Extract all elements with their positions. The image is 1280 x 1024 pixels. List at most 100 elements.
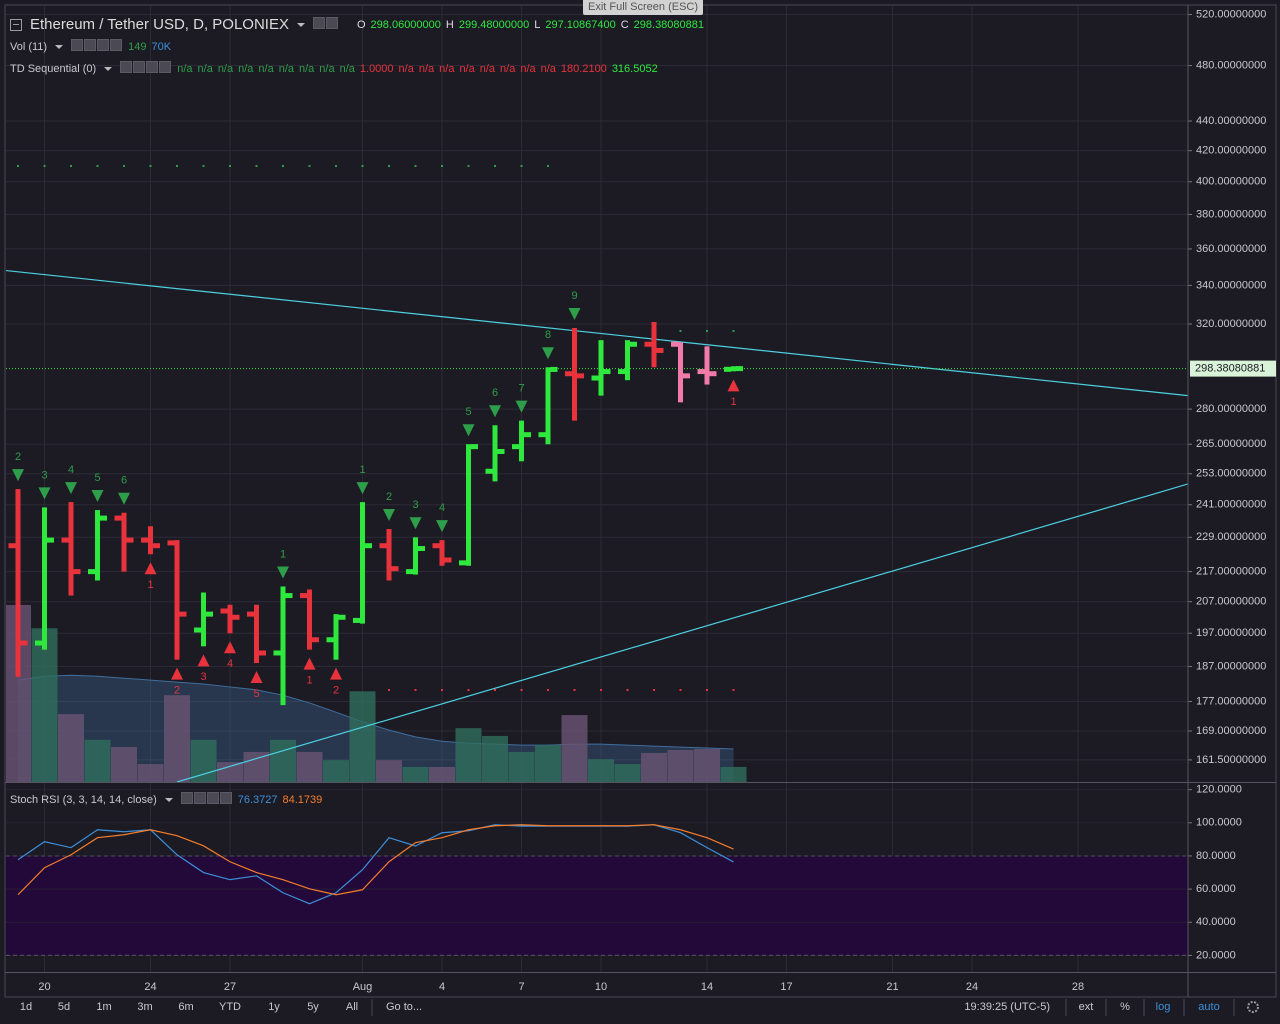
td-sell-count: 8 [545,329,551,341]
volume-bar [217,762,243,782]
bar-close [444,557,452,563]
bar-open [485,468,493,474]
icon[interactable] [180,792,193,804]
option-button[interactable]: auto [1198,1001,1219,1013]
td-buy-count: 1 [730,396,736,408]
icon[interactable] [84,39,97,51]
volume-bar [31,628,58,782]
dropdown[interactable] [296,22,305,27]
bar-close [232,614,240,620]
range-button[interactable]: All [346,1001,358,1013]
dropdown[interactable] [104,66,113,71]
bar-close [365,543,372,549]
td-buy-count: 2 [333,685,339,697]
icon[interactable] [193,792,206,804]
td-sell-marker [462,424,475,437]
td-sell-marker [383,509,395,522]
volume-bar [561,715,588,782]
range-button[interactable]: 6m [178,1001,193,1013]
option-button[interactable]: log [1156,1001,1171,1013]
range-button[interactable]: 3m [137,1001,152,1013]
legend-buttons [71,39,123,54]
volume-bar [429,766,455,782]
ohlc-value: 297.10867400 [545,18,616,31]
bar-open [644,341,652,347]
frame [4,4,1277,998]
volume-bar [535,745,561,782]
td-legend-value: n/a [398,62,414,75]
collapse-button[interactable] [10,18,22,31]
td-sell-count: 3 [41,469,47,481]
td-sell-count: 6 [121,475,127,487]
td-buy-marker [171,667,183,680]
icon[interactable] [120,61,133,73]
last-price-box [1190,360,1276,377]
td-legend-value: n/a [319,62,335,75]
icon[interactable] [71,39,84,51]
bar-open [88,569,95,575]
icon[interactable] [97,39,110,51]
settings-icon[interactable] [325,17,338,29]
icon[interactable] [219,792,232,804]
bar-close [179,611,187,617]
td-buy-count: 1 [147,579,153,591]
ohlc-value: 298.38080881 [633,18,705,31]
td-legend-value: n/a [540,62,556,75]
range-button[interactable]: 5y [307,1001,319,1013]
volume-bar [243,751,270,782]
td-buy-count: 4 [227,658,233,670]
volume-bar [349,691,376,782]
icon[interactable] [110,39,123,51]
bar-close [418,546,425,552]
bar-range [386,529,392,581]
td-legend-value: n/a [520,62,536,75]
goto-button[interactable]: Go to... [386,1001,422,1013]
icon[interactable] [206,792,219,804]
y-tick-label: 100.0000 [1196,817,1242,829]
bar-range [413,537,418,575]
td-sell-marker [515,400,528,413]
icon[interactable] [146,61,159,73]
bar-range [174,540,180,660]
legend-buttons [120,61,172,76]
bar-range [704,346,710,385]
y-tick-label: 177.00000000 [1196,695,1266,707]
td-buy-marker [197,654,210,667]
td-buy-count: 5 [253,688,259,700]
y-tick-label: 120.0000 [1196,784,1242,796]
dropdown[interactable] [164,797,173,802]
bar-range [280,586,286,706]
range-button[interactable]: 1d [20,1001,32,1013]
bar-open [406,569,413,575]
y-tick-label: 217.00000000 [1196,566,1266,578]
option-button[interactable]: ext [1079,1001,1094,1013]
dropdown[interactable] [55,44,64,49]
bar-open [671,341,678,347]
td-sell-marker [409,517,422,530]
fullscreen-tooltip[interactable]: Exit Full Screen (ESC) [583,0,703,15]
y-tick-label: 253.00000000 [1196,468,1266,480]
range-button[interactable]: 5d [58,1001,70,1013]
bar-close [656,347,664,353]
td-buy-marker [224,641,236,654]
bar-close [577,373,584,379]
td-legend-value: n/a [418,62,435,75]
td-legend-value: n/a [479,62,496,75]
bar-close [153,543,160,549]
bar-range [201,592,206,647]
settings-icon[interactable] [312,17,325,29]
range-button[interactable]: YTD [219,1001,241,1013]
x-tick-label: 24 [966,981,978,993]
range-button[interactable]: 1y [268,1001,280,1013]
icon[interactable] [133,61,146,73]
ohlc-key: O [356,18,366,31]
td-sell-marker [542,347,554,360]
td-sell-marker [38,487,51,500]
volume-legend-title: Vol (11) [10,40,48,53]
range-button[interactable]: 1m [96,1001,111,1013]
td-buy-marker [727,379,740,392]
option-button[interactable]: % [1120,1001,1130,1013]
icon[interactable] [159,61,172,73]
bar-range [42,507,47,650]
settings-button[interactable] [1247,1001,1259,1013]
